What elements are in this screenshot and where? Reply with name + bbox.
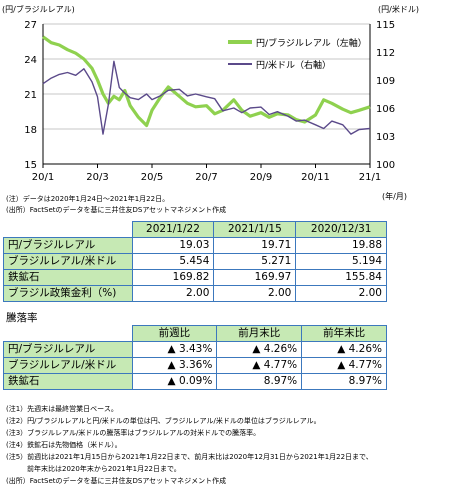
cell-value: 169.97 (213, 269, 297, 286)
series-line-brl (42, 35, 371, 128)
footnote: 前年末比は2020年末から2021年1月22日まで。 (6, 465, 181, 473)
cell-value: ▲ 4.77% (301, 357, 387, 374)
footnote: (注3）ブラジルレアル/米ドルの騰落率はブラジルレアルの対米ドルでの騰落率。 (6, 429, 261, 437)
cell-value: 155.84 (295, 269, 387, 286)
y-left-tick-label: 24 (24, 55, 37, 66)
cell-value: 19.03 (131, 237, 215, 254)
legend: 円/ブラジルレアル（左軸） 円/米ドル（右軸） (228, 37, 367, 71)
legend-label-brl: 円/ブラジルレアル（左軸） (256, 37, 367, 49)
cell-value: ▲ 4.77% (216, 357, 303, 374)
footnote: (注4）鉄鉱石は先物価格（米ドル）。 (6, 441, 122, 449)
row-label: ブラジルレアル/米ドル (3, 357, 133, 374)
table-row: 円/ブラジルレアル 19.03 19.71 19.88 (3, 237, 387, 254)
col-header: 前週比 (131, 325, 218, 342)
cell-value: 169.82 (131, 269, 215, 286)
cell-value: ▲ 4.26% (301, 341, 387, 358)
row-label: 鉄鉱石 (3, 269, 133, 286)
cell-value: 8.97% (216, 373, 303, 390)
chart-note: (注）データは2020年1月24日～2021年1月22日。 (6, 195, 170, 203)
legend-label-usd: 円/米ドル（右軸） (256, 59, 331, 71)
y-right-tick-label: 103 (376, 132, 395, 143)
table-row: ブラジル政策金利（%) 2.00 2.00 2.00 (3, 285, 387, 302)
footnote: (注2）円/ブラジルレアルと円/米ドルの単位は円、ブラジルレアル/米ドルの単位は… (6, 417, 321, 425)
chart-area: (円/ブラジルレアル) (円/米ドル) (年/月) 27 24 21 18 15 115 1… (0, 0, 457, 205)
market-data-table: 2021/1/22 2021/1/15 2020/12/31 円/ブラジルレアル… (3, 221, 387, 302)
x-tick-label: 20/1 (32, 172, 54, 183)
x-tick-label: 20/11 (301, 172, 330, 183)
x-tick-label: 20/3 (86, 172, 108, 183)
col-header: 前月末比 (216, 325, 303, 342)
y-right-tick-label: 115 (376, 20, 395, 31)
col-header: 2021/1/22 (131, 221, 215, 238)
y-left-tick-label: 27 (24, 20, 37, 31)
chart-source: (出所）FactSetのデータを基に三井住友DSアセットマネジメント作成 (6, 206, 227, 214)
x-axis-unit-label: (年/月) (382, 191, 407, 201)
y-right-tick-label: 109 (376, 76, 395, 87)
x-tick-label: 21/1 (359, 172, 381, 183)
y-left-tick-label: 21 (24, 90, 37, 101)
line-chart: (円/ブラジルレアル) (円/米ドル) (年/月) 27 24 21 18 15 115 1… (2, 4, 419, 201)
series-line-usd (42, 60, 371, 135)
col-header: 2021/1/15 (213, 221, 297, 238)
y-right-tick-label: 112 (376, 48, 395, 59)
change-rate-title: 騰落率 (6, 312, 38, 324)
footnote: (出所）FactSetのデータを基に三井住友DSアセットマネジメント作成 (6, 477, 227, 485)
row-label: ブラジルレアル/米ドル (3, 253, 133, 270)
cell-value: 2.00 (295, 285, 387, 302)
footnote: (注1）先週末は最終営業日ベース。 (6, 405, 118, 413)
row-label: 円/ブラジルレアル (3, 237, 133, 254)
cell-value: 2.00 (131, 285, 215, 302)
y-right-tick-label: 100 (376, 160, 395, 171)
y-left-tick-label: 15 (24, 160, 37, 171)
change-rate-table: 前週比 前月末比 前年末比 円/ブラジルレアル ▲ 3.43% ▲ 4.26% … (3, 325, 387, 390)
series-lines (42, 35, 371, 135)
row-label: 円/ブラジルレアル (3, 341, 133, 358)
table-header-row: 前週比 前月末比 前年末比 (3, 325, 387, 342)
cell-value: 2.00 (213, 285, 297, 302)
cell-value: 19.88 (295, 237, 387, 254)
table-row: 鉄鉱石 ▲ 0.09% 8.97% 8.97% (3, 373, 387, 390)
x-tick-label: 20/9 (250, 172, 272, 183)
table-row: 鉄鉱石 169.82 169.97 155.84 (3, 269, 387, 286)
x-tick-label: 20/5 (141, 172, 163, 183)
y-left-tick-label: 18 (24, 125, 37, 136)
table-row: 円/ブラジルレアル ▲ 3.43% ▲ 4.26% ▲ 4.26% (3, 341, 387, 358)
col-header: 2020/12/31 (295, 221, 387, 238)
cell-value: 5.271 (213, 253, 297, 270)
footnote: (注5）前週比は2021年1月15日から2021年1月22日まで、前月末比は20… (6, 453, 373, 461)
table-row: ブラジルレアル/米ドル 5.454 5.271 5.194 (3, 253, 387, 270)
y-right-axis-label: (円/米ドル) (378, 4, 419, 14)
cell-value: 5.194 (295, 253, 387, 270)
cell-value: ▲ 3.43% (131, 341, 218, 358)
cell-value: 19.71 (213, 237, 297, 254)
col-header: 前年末比 (301, 325, 387, 342)
y-right-tick-label: 106 (376, 104, 395, 115)
row-label: ブラジル政策金利（%) (3, 285, 133, 302)
y-left-axis-label: (円/ブラジルレアル) (2, 4, 75, 14)
axis-ticks: 27 24 21 18 15 115 112 109 106 103 100 20/1 20/3 20/5… (24, 20, 395, 183)
table-header-row: 2021/1/22 2021/1/15 2020/12/31 (3, 221, 387, 238)
cell-value: 5.454 (131, 253, 215, 270)
cell-value: ▲ 0.09% (131, 373, 218, 390)
table-row: ブラジルレアル/米ドル ▲ 3.36% ▲ 4.77% ▲ 4.77% (3, 357, 387, 374)
row-label: 鉄鉱石 (3, 373, 133, 390)
cell-value: 8.97% (301, 373, 387, 390)
cell-value: ▲ 3.36% (131, 357, 218, 374)
x-tick-label: 20/7 (195, 172, 217, 183)
cell-value: ▲ 4.26% (216, 341, 303, 358)
